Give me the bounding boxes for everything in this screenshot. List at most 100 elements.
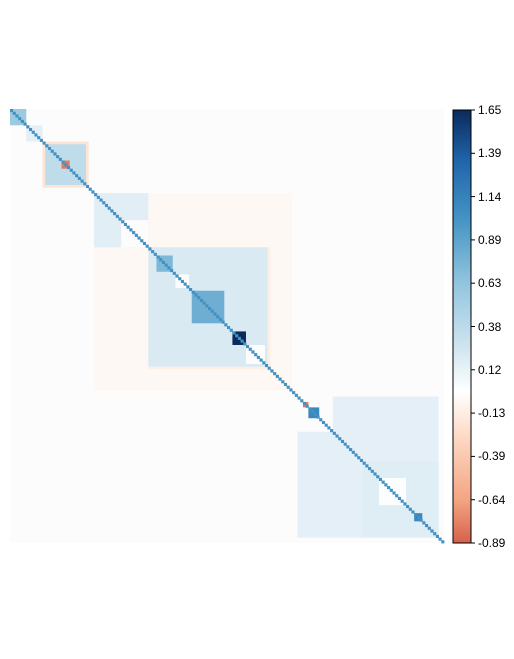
heatmap-diagonal-cell	[137, 236, 141, 240]
heatmap-diagonal-cell	[229, 328, 233, 332]
heatmap-diagonal-cell	[254, 353, 258, 357]
heatmap-diagonal-cell	[311, 410, 315, 414]
heatmap-diagonal-cell	[94, 193, 98, 197]
heatmap-diagonal-cell	[31, 130, 35, 134]
heatmap-diagonal-cell	[69, 168, 73, 172]
heatmap-diagonal-cell	[256, 355, 260, 359]
heatmap-diagonal-cell	[42, 141, 46, 145]
heatmap-diagonal-cell	[104, 203, 109, 208]
colorbar-tick-label: 1.14	[478, 189, 502, 204]
heatmap-diagonal-cell	[88, 187, 92, 191]
heatmap-diagonal-cell	[349, 448, 353, 452]
heatmap-diagonal-cell	[389, 488, 393, 492]
heatmap-diagonal-cell	[240, 339, 244, 343]
heatmap-diagonal-cell	[300, 399, 304, 403]
heatmap-diagonal-cell	[384, 483, 388, 487]
heatmap-diagonal-cell	[28, 127, 33, 132]
heatmap-diagonal-cell	[232, 331, 236, 335]
heatmap-diagonal-cell	[153, 252, 157, 256]
heatmap-diagonal-cell	[132, 231, 136, 235]
heatmap-diagonal-cell	[75, 174, 79, 178]
heatmap-diagonal-cell	[186, 285, 190, 289]
heatmap-diagonal-cell	[340, 439, 345, 444]
heatmap-diagonal-cell	[56, 155, 60, 159]
heatmap-diagonal-cell	[381, 480, 385, 484]
heatmap-diagonal-cell	[213, 312, 217, 316]
heatmap-diagonal-cell	[12, 111, 16, 115]
heatmap-diagonal-cell	[275, 374, 279, 378]
heatmap-diagonal-cell	[376, 475, 380, 479]
heatmap-diagonal-cell	[433, 532, 437, 536]
colorbar-tick-label: 0.38	[478, 319, 502, 334]
heatmap-diagonal-cell	[205, 304, 209, 308]
heatmap-diagonal-cell	[430, 529, 434, 533]
heatmap-diagonal-cell	[194, 293, 198, 297]
heatmap-diagonal-cell	[20, 119, 24, 123]
heatmap-diagonal-cell	[387, 486, 391, 490]
colorbar-gradient	[452, 109, 472, 544]
heatmap-diagonal-cell	[370, 469, 374, 473]
colorbar-tick-label: 1.65	[478, 103, 502, 117]
heatmap-diagonal-cell	[115, 214, 119, 218]
heatmap-diagonal-cell	[362, 461, 366, 465]
heatmap-diagonal-cell	[197, 296, 201, 300]
heatmap-diagonal-cell	[321, 420, 326, 425]
heatmap-diagonal-cell	[330, 429, 334, 433]
heatmap-diagonal-cell	[308, 407, 312, 411]
heatmap-diagonal-cell	[164, 263, 168, 267]
heatmap-diagonal-cell	[191, 290, 195, 294]
heatmap-diagonal-cell	[373, 472, 377, 476]
colorbar-tick-label: -0.89	[478, 536, 506, 550]
heatmap-diagonal-cell	[178, 277, 182, 281]
heatmap-diagonal-cell	[419, 518, 423, 522]
heatmap-diagonal-cell	[267, 366, 271, 370]
heatmap-diagonal-cell	[332, 431, 336, 435]
heatmap-diagonal-cell	[427, 526, 431, 530]
heatmap-diagonal-cell	[99, 198, 103, 202]
heatmap-diagonal-cell	[145, 244, 149, 248]
heatmap-diagonal-cell	[102, 201, 106, 205]
heatmap-diagonal-cell	[286, 385, 290, 389]
heatmap-diagonal-cell	[294, 393, 298, 397]
heatmap-diagonal-cell	[18, 117, 22, 121]
heatmap-diagonal-cell	[292, 391, 296, 395]
heatmap-diagonal-cell	[283, 382, 288, 387]
heatmap-diagonal-cell	[243, 342, 247, 346]
heatmap-diagonal-cell	[357, 456, 361, 460]
heatmap-diagonal-cell	[338, 437, 342, 441]
heatmap-diagonal-cell	[23, 122, 27, 126]
heatmap-diagonal-cell	[327, 426, 331, 430]
heatmap-diagonal-cell	[270, 369, 274, 373]
heatmap-diagonal-cell	[85, 184, 90, 189]
heatmap-diagonal-cell	[438, 537, 442, 541]
heatmap-diagonal-cell	[392, 491, 396, 495]
heatmap-diagonal-cell	[83, 182, 87, 186]
heatmap-diagonal-cell	[408, 507, 412, 511]
heatmap-diagonal-cell	[319, 418, 323, 422]
heatmap-diagonal-cell	[281, 380, 285, 384]
heatmap-diagonal-cell	[441, 540, 445, 544]
heatmap-diagonal-cell	[365, 464, 369, 468]
heatmap-diagonal-cell	[47, 146, 52, 151]
heatmap-diagonal-cell	[216, 315, 220, 319]
heatmap-diagonal-cell	[406, 505, 410, 509]
heatmap-diagonal-cell	[142, 241, 147, 246]
colorbar-tick-label: 0.89	[478, 232, 502, 247]
heatmap-diagonal-cell	[134, 233, 138, 237]
heatmap-diagonal-cell	[199, 298, 203, 302]
colorbar-tick-label: -0.39	[478, 449, 506, 464]
colorbar-tick-label: 0.63	[478, 276, 502, 291]
heatmap-diagonal-cell	[227, 326, 231, 330]
heatmap-diagonal-cell	[26, 125, 30, 129]
heatmap-diagonal-cell	[140, 239, 144, 243]
heatmap-diagonal-cell	[397, 496, 401, 500]
heatmap-diagonal-cell	[189, 288, 193, 292]
heatmap-diagonal-cell	[313, 412, 317, 416]
heatmap-diagonal-cell	[435, 534, 439, 538]
colorbar	[452, 109, 475, 544]
heatmap-diagonal-cell	[297, 396, 301, 400]
heatmap-diagonal-cell	[121, 220, 125, 224]
colorbar-tick-label: -0.64	[478, 492, 506, 507]
heatmap-diagonal-cell	[235, 334, 239, 338]
